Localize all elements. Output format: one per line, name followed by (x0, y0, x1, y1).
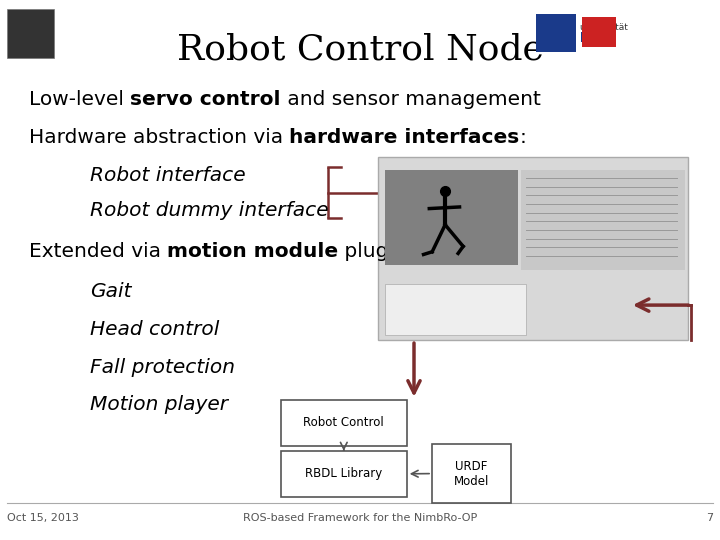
Text: Fall protection: Fall protection (90, 357, 235, 377)
Text: :: : (520, 128, 526, 147)
Text: motion module: motion module (167, 241, 338, 261)
FancyBboxPatch shape (281, 451, 407, 497)
Text: Hardware abstraction via: Hardware abstraction via (29, 128, 289, 147)
Text: 7: 7 (706, 514, 713, 523)
Text: Oct 15, 2013: Oct 15, 2013 (7, 514, 79, 523)
Text: ROS-based Framework for the NimbRo-OP: ROS-based Framework for the NimbRo-OP (243, 514, 477, 523)
FancyBboxPatch shape (385, 170, 518, 265)
FancyBboxPatch shape (521, 170, 685, 270)
Text: Head control: Head control (90, 320, 220, 339)
Text: Robot interface: Robot interface (90, 166, 246, 185)
FancyBboxPatch shape (281, 400, 407, 446)
FancyBboxPatch shape (536, 14, 576, 52)
Text: universität: universität (580, 23, 629, 32)
FancyBboxPatch shape (432, 444, 511, 503)
Text: Gait: Gait (90, 282, 132, 301)
FancyBboxPatch shape (582, 17, 616, 47)
Text: hardware interfaces: hardware interfaces (289, 128, 520, 147)
Text: and sensor management: and sensor management (281, 90, 541, 110)
Text: Extended via: Extended via (29, 241, 167, 261)
FancyBboxPatch shape (7, 9, 54, 58)
Text: Robot dummy interface: Robot dummy interface (90, 201, 328, 220)
Text: Motion player: Motion player (90, 395, 228, 415)
Text: URDF
Model: URDF Model (454, 460, 490, 488)
Text: Robot Control: Robot Control (303, 416, 384, 429)
Text: RBDL Library: RBDL Library (305, 467, 382, 481)
Text: Robot Control Node: Robot Control Node (176, 33, 544, 66)
FancyBboxPatch shape (378, 157, 688, 340)
Text: plugins:: plugins: (338, 241, 424, 261)
Text: Low-level: Low-level (29, 90, 130, 110)
Text: servo control: servo control (130, 90, 281, 110)
Text: bonn: bonn (580, 32, 615, 45)
FancyBboxPatch shape (385, 284, 526, 335)
